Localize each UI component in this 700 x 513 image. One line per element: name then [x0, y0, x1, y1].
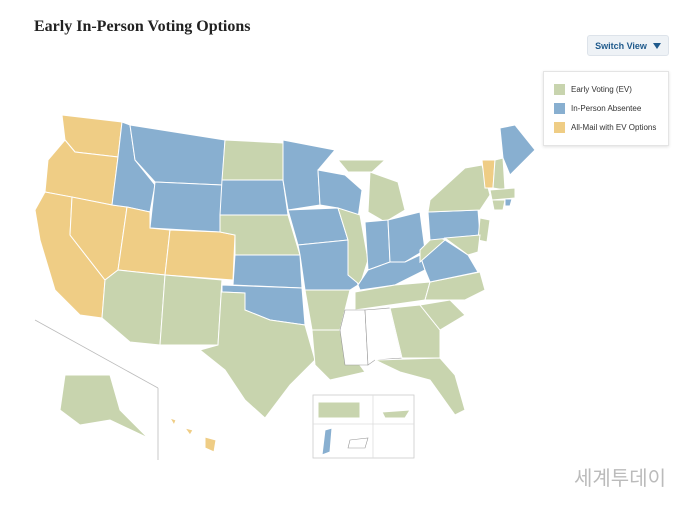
- legend-item: All-Mail with EV Options: [554, 118, 658, 137]
- state: [164, 229, 236, 281]
- state: [381, 409, 411, 419]
- state: [287, 207, 349, 246]
- legend: Early Voting (EV) In-Person Absentee All-M…: [543, 71, 669, 146]
- legend-label: In-Person Absentee: [571, 104, 642, 113]
- legend-swatch: [554, 84, 565, 95]
- state: [427, 164, 491, 213]
- state: [504, 198, 513, 207]
- states: [34, 114, 536, 456]
- legend-label: All-Mail with EV Options: [571, 123, 657, 132]
- divider: [34, 319, 159, 389]
- state: [183, 427, 194, 436]
- title: Early In-Person Voting Options: [34, 18, 251, 35]
- state: [499, 124, 536, 176]
- state: [204, 436, 217, 453]
- state: [489, 187, 516, 201]
- state: [364, 219, 391, 271]
- state: [477, 217, 491, 243]
- state: [149, 181, 223, 233]
- territories-box: [312, 394, 415, 459]
- state: [443, 234, 481, 256]
- state: [374, 357, 466, 416]
- switch-view-button[interactable]: Switch View: [587, 35, 669, 56]
- watermark: 세계투데이: [574, 466, 666, 490]
- state: [367, 171, 406, 223]
- state: [339, 309, 369, 366]
- state: [419, 299, 466, 331]
- state: [168, 417, 177, 427]
- state: [59, 374, 149, 439]
- state: [491, 199, 506, 211]
- state: [159, 274, 223, 346]
- state: [219, 179, 289, 216]
- legend-item: Early Voting (EV): [554, 80, 658, 99]
- state: [389, 304, 441, 359]
- dividers: [34, 319, 415, 460]
- state: [492, 157, 506, 191]
- state: [347, 437, 369, 449]
- state: [387, 211, 426, 263]
- legend-swatch: [554, 103, 565, 114]
- legend-swatch: [554, 122, 565, 133]
- legend-item: In-Person Absentee: [554, 99, 658, 118]
- state: [336, 159, 387, 173]
- state: [101, 269, 166, 346]
- legend-label: Early Voting (EV): [571, 85, 632, 94]
- state: [364, 307, 403, 366]
- state: [321, 427, 333, 456]
- dropdown-icon: [652, 42, 661, 49]
- button-label: Switch View: [595, 40, 647, 51]
- state: [221, 139, 284, 181]
- state: [198, 279, 316, 419]
- state: [232, 254, 303, 289]
- state: [317, 401, 361, 419]
